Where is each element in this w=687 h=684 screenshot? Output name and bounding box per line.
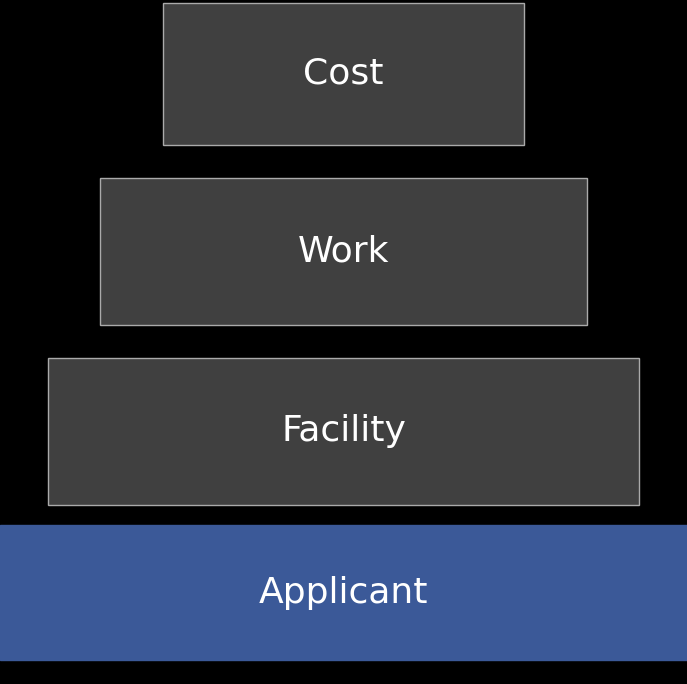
- Text: Cost: Cost: [303, 57, 384, 91]
- Text: Facility: Facility: [281, 415, 406, 449]
- Bar: [163, 3, 524, 145]
- Bar: [48, 358, 639, 505]
- Text: Work: Work: [297, 235, 390, 269]
- Bar: [100, 178, 587, 325]
- Bar: [0, 525, 687, 660]
- Text: Applicant: Applicant: [259, 575, 428, 609]
